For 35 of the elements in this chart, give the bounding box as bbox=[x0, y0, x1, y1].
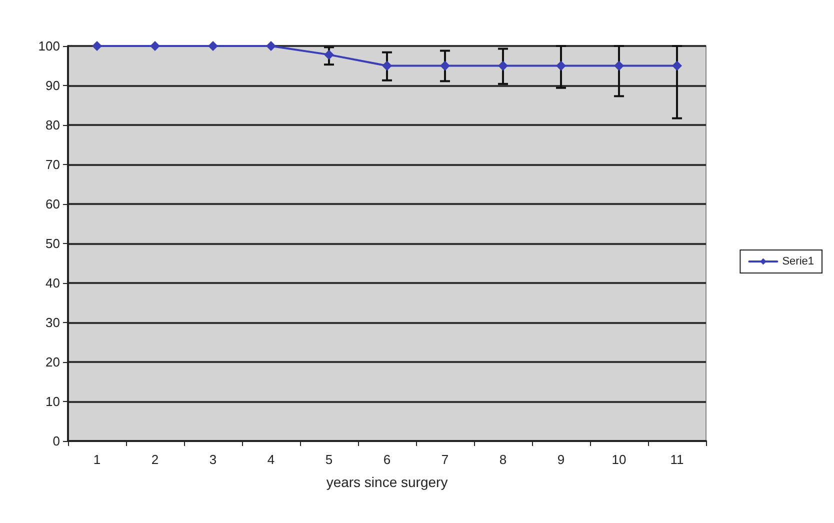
y-tick-label: 10 bbox=[46, 394, 60, 409]
point bbox=[150, 41, 160, 51]
x-tick-label: 5 bbox=[325, 452, 333, 467]
y-tick-label: 0 bbox=[52, 434, 60, 448]
x-tick-label: 7 bbox=[441, 452, 449, 467]
y-tick-label: 40 bbox=[46, 276, 60, 290]
point bbox=[266, 41, 276, 51]
x-tick-label: 9 bbox=[557, 452, 565, 467]
y-tick-label: 90 bbox=[46, 78, 60, 93]
x-axis-title: years since surgery bbox=[326, 474, 448, 490]
point bbox=[440, 60, 450, 71]
y-tick-label: 50 bbox=[46, 236, 60, 251]
x-tick-label: 1 bbox=[93, 452, 101, 467]
x-tick-label: 10 bbox=[612, 452, 626, 467]
legend-label: Serie1 bbox=[782, 256, 814, 268]
point bbox=[672, 60, 682, 71]
x-tick-label: 4 bbox=[267, 452, 275, 467]
y-tick-label: 60 bbox=[46, 196, 60, 212]
x-tick-label: 2 bbox=[151, 452, 159, 467]
point bbox=[498, 60, 508, 71]
point bbox=[92, 41, 102, 51]
point bbox=[324, 50, 334, 60]
y-tick-label: 20 bbox=[46, 354, 60, 370]
point bbox=[614, 60, 624, 71]
y-tick-label: 80 bbox=[46, 118, 60, 132]
y-tick-label: 100 bbox=[38, 38, 60, 54]
y-tick-label: 30 bbox=[46, 315, 60, 330]
point bbox=[382, 60, 392, 71]
y-tick-label: 70 bbox=[46, 157, 60, 172]
x-tick-label: 6 bbox=[383, 452, 391, 467]
x-tick-label: 8 bbox=[499, 452, 507, 467]
x-tick-label: 3 bbox=[209, 452, 217, 467]
point bbox=[208, 41, 218, 51]
x-tick-label: 11 bbox=[670, 452, 684, 467]
point bbox=[556, 60, 566, 71]
